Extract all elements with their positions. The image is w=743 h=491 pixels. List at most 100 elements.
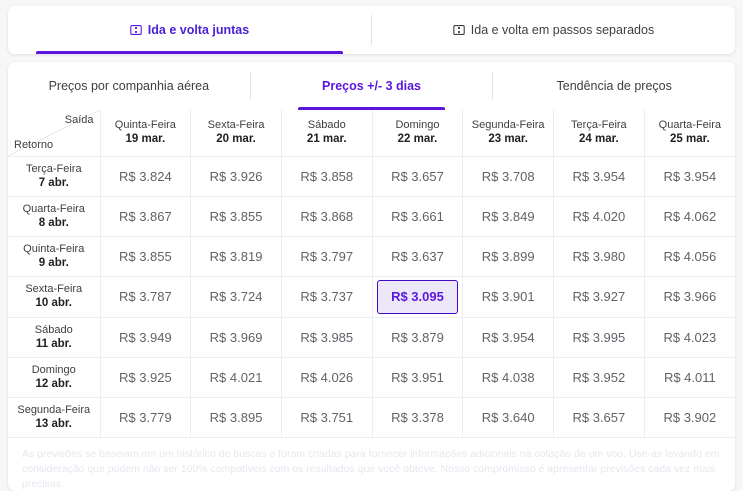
price-cell-r4-c4[interactable]: R$ 3.954 [462,316,555,358]
row-header-3: Sexta-Feira 10 abr. [8,275,101,318]
price-cell-r4-c0[interactable]: R$ 3.949 [99,316,192,358]
tab-label: Preços +/- 3 dias [322,79,422,93]
table-row: Sexta-Feira 10 abr. R$ 3.787 R$ 3.724 R$ 3.7… [8,275,735,318]
price-cell-r5-c0[interactable]: R$ 3.925 [99,356,192,398]
column-dayname: Segunda-Feira [471,119,545,132]
return-axis-label: Retorno [14,138,54,151]
column-header-0: Quinta-Feira 19 mar. [99,110,192,157]
price-panel-card: Preços por companhia aérea Preços +/- 3 … [8,62,735,491]
column-date: 19 mar. [125,133,166,146]
tab-precos-por-companhia-aerea[interactable]: Preços por companhia aérea [8,62,250,110]
price-cell-r6-c3[interactable]: R$ 3.378 [371,396,464,438]
price-cell-r1-c6[interactable]: R$ 4.062 [643,195,735,237]
row-header-4: Sábado 11 abr. [8,316,101,358]
price-cell-r0-c1[interactable]: R$ 3.926 [190,156,282,197]
forecast-disclaimer: As previsões se baseiam em um histórico … [22,447,720,490]
price-cell-r1-c2[interactable]: R$ 3.868 [280,195,373,237]
trip-tab-divider [371,15,372,45]
price-cell-r2-c5[interactable]: R$ 3.980 [553,235,645,277]
tab-label: Preços por companhia aérea [48,79,210,93]
row-header-0: Terça-Feira 7 abr. [8,156,101,197]
row-header-5: Domingo 12 abr. [8,356,101,398]
price-cell-r5-c3[interactable]: R$ 3.951 [371,356,464,398]
price-cell-r4-c1[interactable]: R$ 3.969 [190,316,282,358]
tab-ida-e-volta-juntas[interactable]: Ida e volta juntas [8,6,371,54]
tab-tendencia-de-precos[interactable]: Tendência de preços [493,62,735,110]
price-cell-r1-c5[interactable]: R$ 4.020 [553,195,645,237]
price-cell-r0-c4[interactable]: R$ 3.708 [462,156,555,197]
price-cell-r6-c6[interactable]: R$ 3.902 [643,396,735,438]
price-cell-r1-c0[interactable]: R$ 3.867 [99,195,192,237]
column-header-2: Sábado 21 mar. [280,110,373,157]
row-header-2: Quinta-Feira 9 abr. [8,235,101,277]
price-cell-r4-c5[interactable]: R$ 3.995 [553,316,645,358]
price-cell-r2-c6[interactable]: R$ 4.056 [643,235,735,277]
tab-ida-e-volta-em-passos-separados[interactable]: Ida e volta em passos separados [372,6,735,54]
column-date: 23 mar. [488,133,528,146]
price-grid-wrapper: Saída Retorno Quinta-Feira 19 mar. Sexta… [8,110,735,438]
column-date: 24 mar. [579,133,619,146]
row-dayname: Sábado [34,323,73,336]
price-cell-r2-c0[interactable]: R$ 3.855 [99,235,192,277]
price-cell-r5-c2[interactable]: R$ 4.026 [280,356,373,398]
best-price-cell[interactable]: R$ 3.095 [376,279,459,314]
price-cell-r0-c5[interactable]: R$ 3.954 [553,156,645,197]
table-row: Segunda-Feira 13 abr. R$ 3.779 R$ 3.895 R$ 3… [8,396,735,438]
table-row: Domingo 12 abr. R$ 3.925 R$ 4.021 R$ 4.026 R$… [8,356,735,398]
price-cell-r1-c4[interactable]: R$ 3.849 [462,195,555,237]
trip-type-tab-card: Ida e volta juntas Ida e volta em passos… [8,6,735,54]
price-cell-r0-c6[interactable]: R$ 3.954 [643,156,735,197]
price-cell-r5-c6[interactable]: R$ 4.011 [643,356,735,398]
column-header-6: Quarta-Feira 25 mar. [643,110,735,157]
price-cell-r2-c4[interactable]: R$ 3.899 [462,235,555,277]
column-dayname: Terça-Feira [571,119,627,132]
tab-precos-mais-menos-3-dias[interactable]: Preços +/- 3 dias [251,62,493,110]
tab-label: Ida e volta em passos separados [470,23,655,37]
price-cell-r2-c3[interactable]: R$ 3.637 [371,235,464,277]
column-header-3: Domingo 22 mar. [371,110,464,157]
price-view-tabs: Preços por companhia aérea Preços +/- 3 … [8,62,735,110]
row-dayname: Quinta-Feira [23,242,85,255]
price-cell-r5-c5[interactable]: R$ 3.952 [553,356,645,398]
price-cell-r0-c2[interactable]: R$ 3.858 [280,156,373,197]
row-date: 12 abr. [35,377,72,390]
price-cell-r3-c1[interactable]: R$ 3.724 [190,275,282,318]
price-cell-r3-c5[interactable]: R$ 3.927 [553,275,645,318]
price-cell-r6-c4[interactable]: R$ 3.640 [462,396,555,438]
price-cell-r2-c2[interactable]: R$ 3.797 [280,235,373,277]
price-cell-r6-c1[interactable]: R$ 3.895 [190,396,282,438]
price-cell-r3-c2[interactable]: R$ 3.737 [280,275,373,318]
price-cell-r0-c0[interactable]: R$ 3.824 [99,156,192,197]
price-cell-r3-c4[interactable]: R$ 3.901 [462,275,555,318]
price-matrix-body: Terça-Feira 7 abr. R$ 3.824 R$ 3.926 R$ 3.85… [8,156,735,438]
price-cell-r3-c3[interactable]: R$ 3.095 [371,275,464,318]
price-cell-r1-c3[interactable]: R$ 3.661 [371,195,464,237]
price-cell-r1-c1[interactable]: R$ 3.855 [190,195,282,237]
tab-label: Tendência de preços [556,79,672,93]
price-cell-r6-c0[interactable]: R$ 3.779 [99,396,192,438]
price-cell-r6-c2[interactable]: R$ 3.751 [280,396,373,438]
row-dayname: Sexta-Feira [25,283,83,295]
column-header-4: Segunda-Feira 23 mar. [462,110,555,157]
column-date: 20 mar. [216,133,256,146]
tab-label: Ida e volta juntas [147,23,250,37]
price-cell-r3-c6[interactable]: R$ 3.966 [643,275,735,318]
row-dayname: Quarta-Feira [22,202,85,215]
price-cell-r0-c3[interactable]: R$ 3.657 [371,156,464,197]
price-cell-r2-c1[interactable]: R$ 3.819 [190,235,282,277]
row-header-1: Quarta-Feira 8 abr. [8,195,101,237]
price-cell-r4-c6[interactable]: R$ 4.023 [643,316,735,358]
price-tab-divider [249,72,251,100]
price-cell-r5-c4[interactable]: R$ 4.038 [462,356,555,398]
price-cell-r5-c1[interactable]: R$ 4.021 [190,356,282,398]
price-cell-r4-c3[interactable]: R$ 3.879 [371,316,464,358]
row-date: 8 abr. [38,216,69,229]
column-dayname: Sábado [307,119,346,132]
column-date: 25 mar. [670,133,710,146]
row-date: 11 abr. [35,337,72,350]
price-cell-r3-c0[interactable]: R$ 3.787 [99,275,192,318]
price-cell-r6-c5[interactable]: R$ 3.657 [553,396,645,438]
column-header-5: Terça-Feira 24 mar. [553,110,645,157]
price-cell-r4-c2[interactable]: R$ 3.985 [280,316,373,358]
